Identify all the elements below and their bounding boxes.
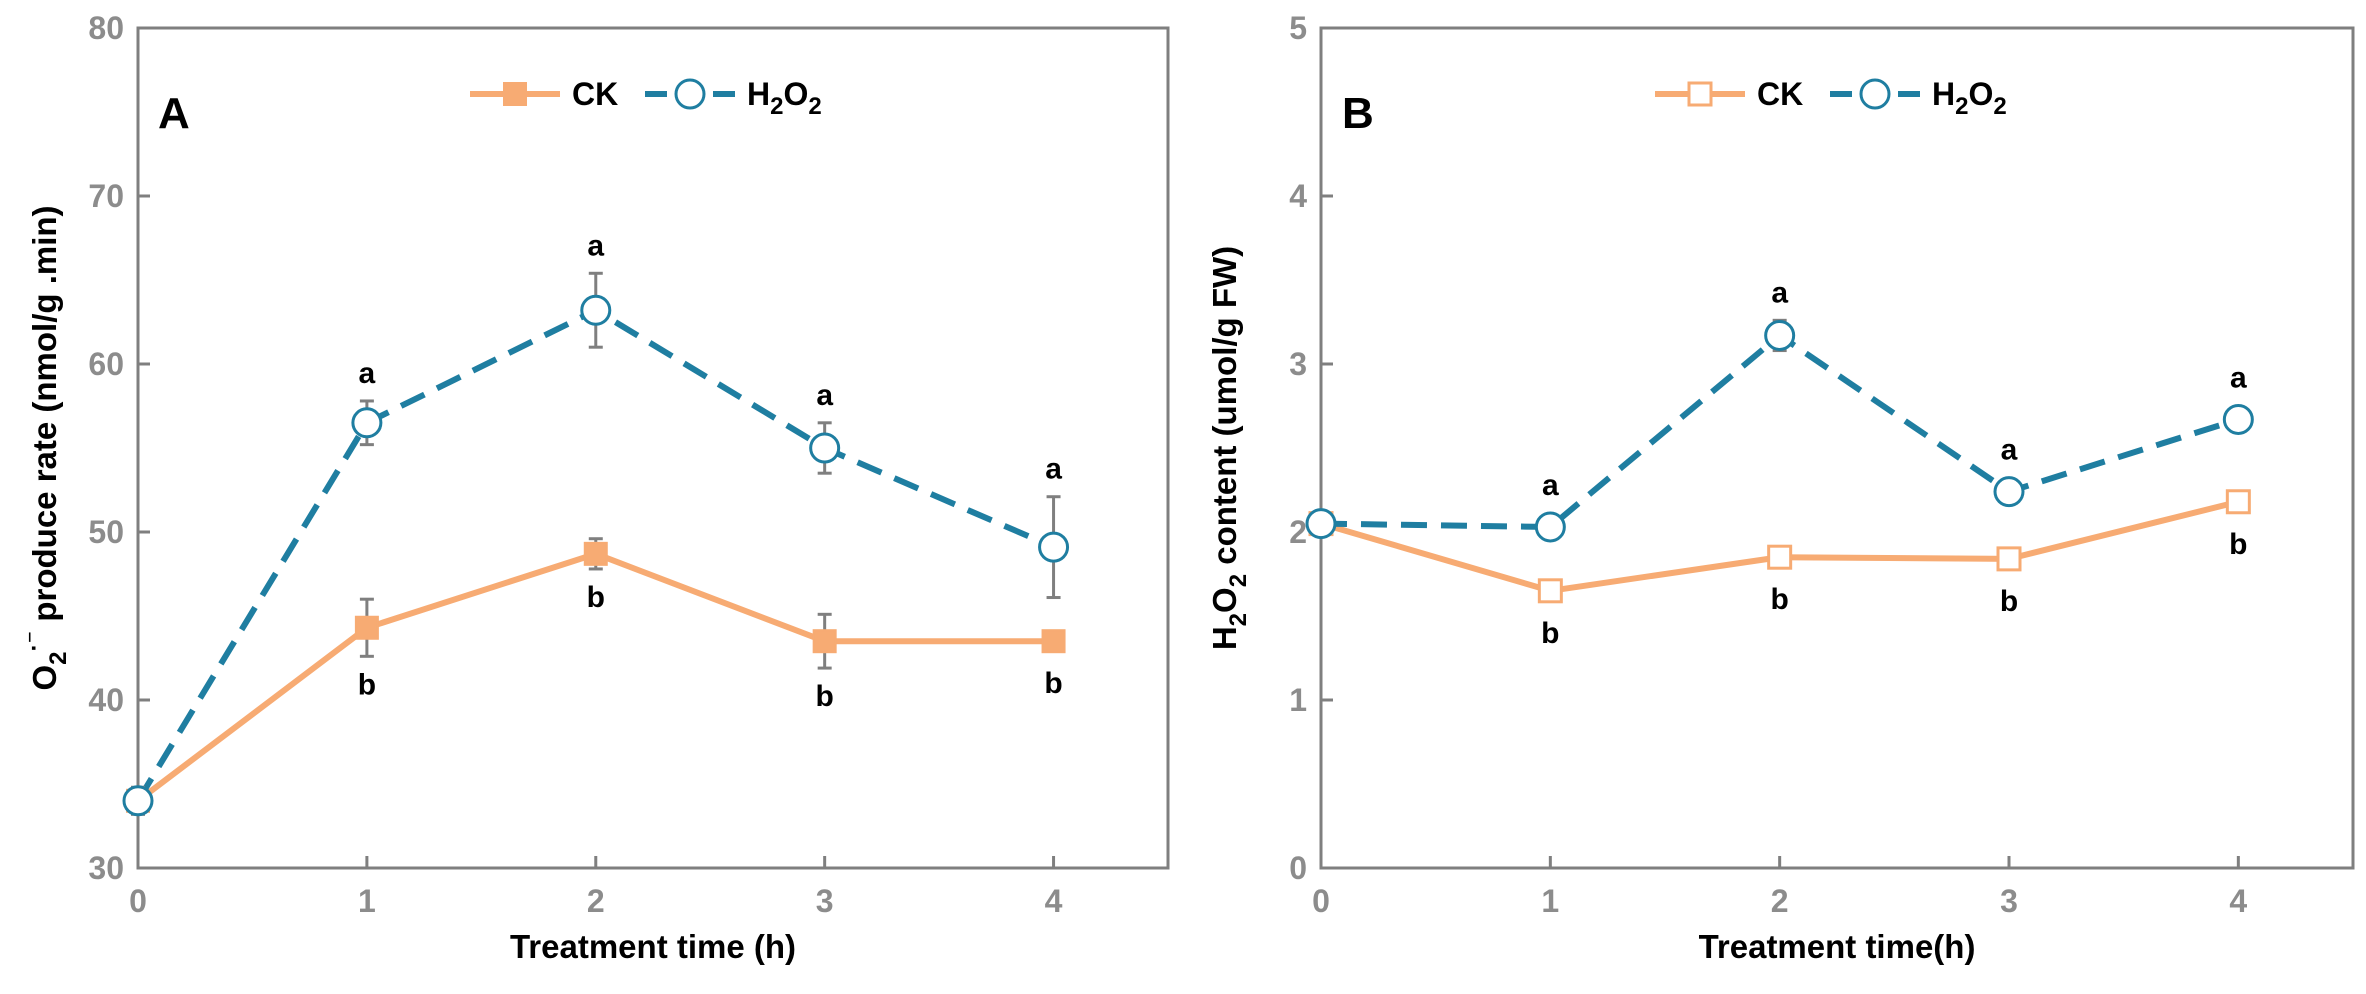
y-tick-label: 5 <box>1289 10 1307 46</box>
significance-label: a <box>1045 453 1062 486</box>
series-h2o2: a a a a <box>122 229 1070 817</box>
y-tick-label: 2 <box>1289 514 1307 550</box>
legend-label-h2o2: H2O2 <box>747 76 822 120</box>
y-axis-label: O2·⁻ produce rate (nmol/g .min) <box>21 205 72 690</box>
y-tick-label: 40 <box>88 682 124 718</box>
y-tick-label: 50 <box>88 514 124 550</box>
data-point-ck <box>2225 489 2251 515</box>
y-tick-label: 3 <box>1289 346 1307 382</box>
legend-label-h2o2: H2O2 <box>1932 76 2007 120</box>
significance-label: b <box>587 581 605 614</box>
panel-letter: A <box>158 89 190 138</box>
data-point-ck <box>812 629 837 654</box>
significance-label: a <box>359 357 376 390</box>
x-tick-label: 2 <box>1771 883 1789 919</box>
significance-label: b <box>1771 583 1789 616</box>
significance-label: b <box>1044 667 1062 700</box>
legend-item-h2o2: H2O2 <box>1830 76 2007 120</box>
x-tick-label: 4 <box>2229 883 2247 919</box>
significance-label: a <box>587 229 604 262</box>
data-point-ck <box>1996 546 2022 572</box>
data-point-ck <box>1537 578 1563 604</box>
significance-label: b <box>2000 585 2018 618</box>
x-tick-label: 3 <box>816 883 834 919</box>
panel-a: 30 40 50 60 70 80 0 1 2 3 4 Treatment time (h) O2·⁻ … <box>21 10 1170 965</box>
y-tick-label: 1 <box>1289 682 1307 718</box>
data-point-h2o2 <box>2222 403 2254 435</box>
series-ck: b b b b <box>1308 489 2251 650</box>
significance-label: a <box>1542 469 1559 502</box>
data-point-h2o2 <box>580 294 612 326</box>
plot-frame <box>136 26 1170 870</box>
data-point-ck <box>583 541 608 566</box>
legend-marker-h2o2 <box>674 78 706 110</box>
series-ck: b b b b <box>126 537 1066 816</box>
y-axis-label: H2O2 content (umol/g FW) <box>1206 246 1252 650</box>
significance-label: a <box>816 379 833 412</box>
data-point-ck <box>354 615 379 640</box>
data-point-ck <box>1041 629 1066 654</box>
data-point-h2o2 <box>1993 476 2025 508</box>
significance-label: b <box>2229 528 2247 561</box>
legend: CK H2O2 <box>1655 76 2007 120</box>
x-tick-label: 1 <box>358 883 376 919</box>
legend-label-ck: CK <box>572 76 618 112</box>
significance-label: b <box>816 680 834 713</box>
series-h2o2: a a a a <box>1305 276 2254 543</box>
data-point-h2o2 <box>1305 508 1337 540</box>
x-tick-label: 3 <box>2000 883 2018 919</box>
x-axis-label: Treatment time (h) <box>510 928 796 965</box>
panel-b: 0 1 2 3 4 5 0 1 2 3 4 Treatment time(h) H2O2 content… <box>1206 10 2355 965</box>
plot-frame <box>1319 26 2355 870</box>
panel-letter: B <box>1342 89 1374 138</box>
y-tick-label: 80 <box>88 10 124 46</box>
y-tick-label: 70 <box>88 178 124 214</box>
legend-marker-ck <box>503 82 527 106</box>
x-tick-label: 2 <box>587 883 605 919</box>
legend-marker-h2o2 <box>1859 78 1891 110</box>
x-tick-label: 4 <box>1045 883 1063 919</box>
y-tick-label: 0 <box>1289 850 1307 886</box>
x-tick-label: 0 <box>1312 883 1330 919</box>
significance-label: a <box>2230 361 2247 394</box>
legend-label-ck: CK <box>1757 76 1803 112</box>
x-tick-label: 0 <box>129 883 147 919</box>
legend-item-ck: CK <box>1655 76 1803 112</box>
legend-item-ck: CK <box>470 76 618 112</box>
legend-item-h2o2: H2O2 <box>645 76 822 120</box>
data-point-h2o2 <box>1038 531 1070 563</box>
data-point-ck <box>1767 544 1793 570</box>
data-point-h2o2 <box>809 432 841 464</box>
legend-marker-ck <box>1687 81 1713 107</box>
y-tick-label: 60 <box>88 346 124 382</box>
significance-label: a <box>2001 434 2018 467</box>
x-axis-label: Treatment time(h) <box>1699 928 1976 965</box>
y-tick-label: 30 <box>88 850 124 886</box>
series-line-h2o2 <box>1320 332 2240 530</box>
legend: CK H2O2 <box>470 76 822 120</box>
significance-label: b <box>1541 617 1559 650</box>
significance-label: b <box>358 668 376 701</box>
data-point-h2o2 <box>351 407 383 439</box>
data-point-h2o2 <box>122 785 154 817</box>
data-point-h2o2 <box>1534 511 1566 543</box>
y-tick-label: 4 <box>1289 178 1307 214</box>
data-point-h2o2 <box>1764 319 1796 351</box>
significance-label: a <box>1771 276 1788 309</box>
x-tick-label: 1 <box>1541 883 1559 919</box>
